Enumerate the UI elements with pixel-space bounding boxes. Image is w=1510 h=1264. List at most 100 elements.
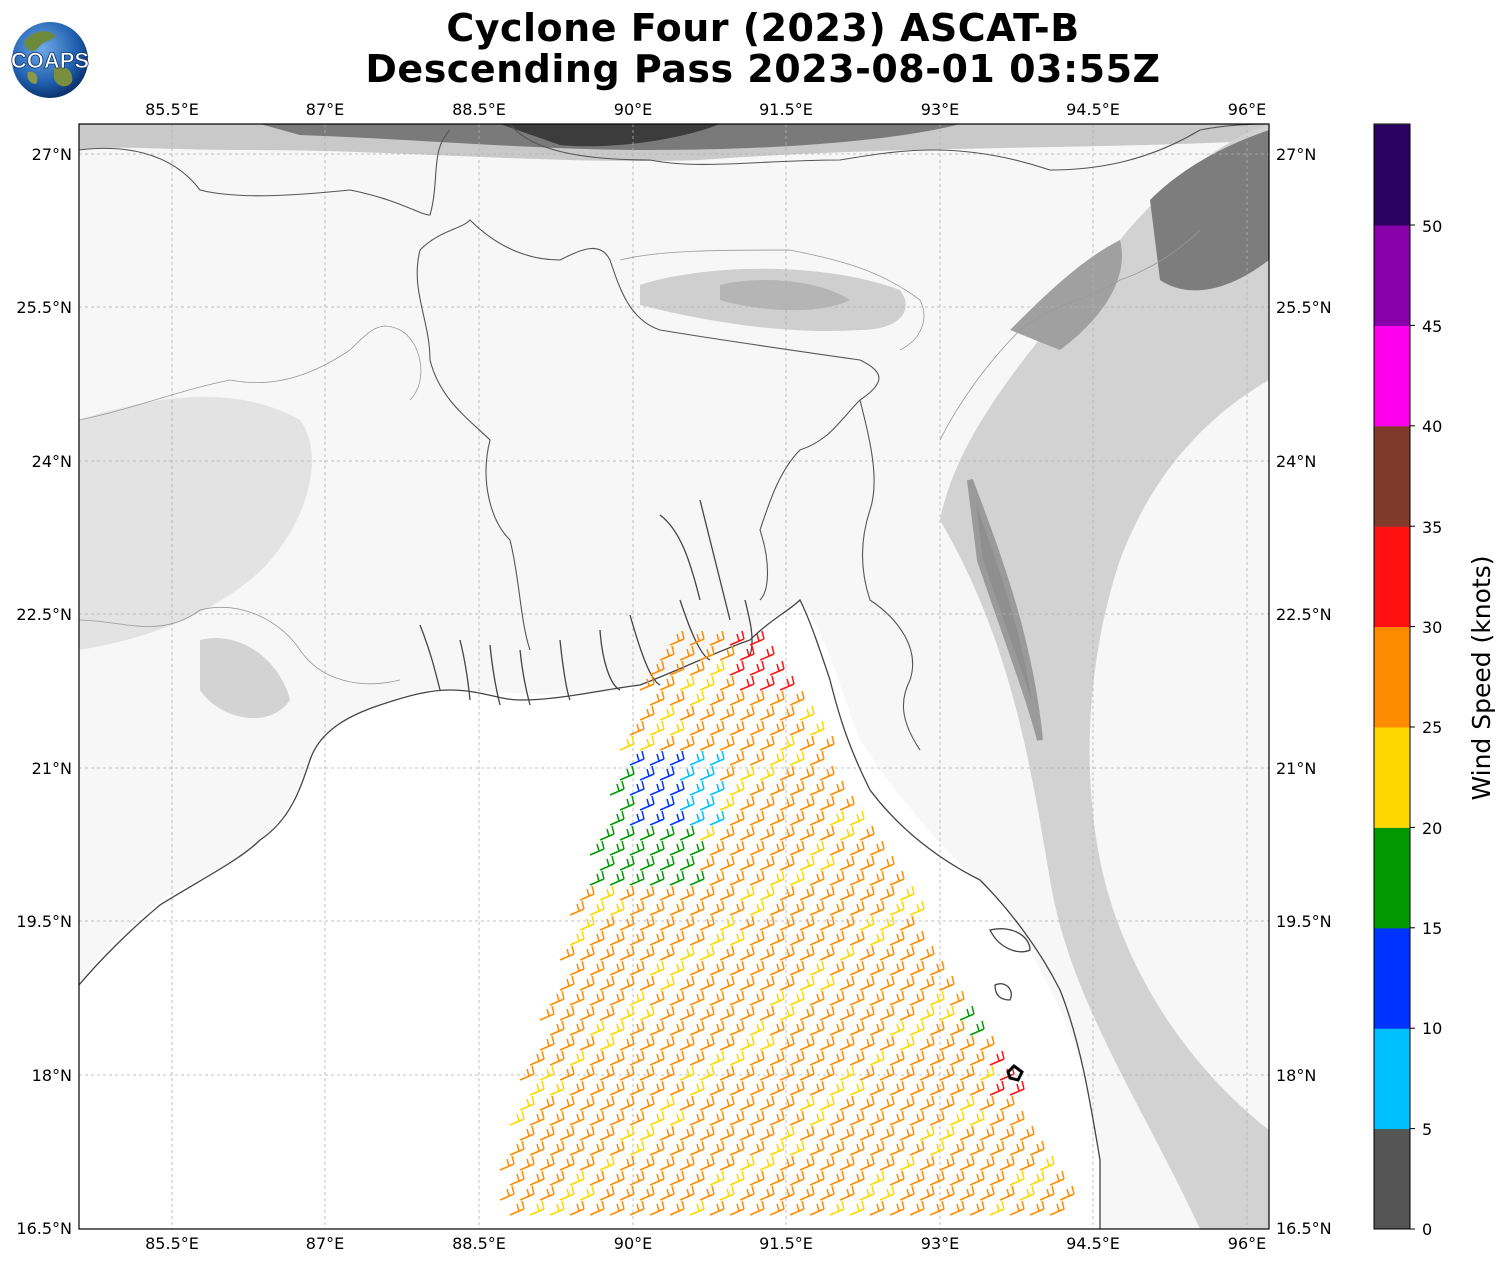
wind-barb — [499, 1185, 515, 1201]
wind-barb — [669, 720, 685, 736]
wind-barb — [619, 945, 635, 961]
wind-barb — [809, 1110, 825, 1126]
wind-barb — [839, 915, 855, 931]
wind-barb — [809, 780, 825, 796]
wind-barb — [759, 1125, 775, 1141]
wind-barb — [609, 1200, 625, 1216]
wind-barb — [579, 1065, 595, 1081]
wind-barb — [749, 930, 765, 946]
coastline — [79, 499, 1101, 1229]
wind-barb — [739, 765, 755, 781]
wind-barb — [949, 1170, 965, 1186]
wind-barb — [729, 1170, 745, 1186]
wind-barb — [729, 720, 745, 736]
wind-barb — [609, 840, 625, 856]
wind-barb — [659, 975, 675, 991]
wind-barb — [939, 975, 955, 991]
wind-barb — [849, 960, 865, 976]
wind-barb — [909, 1140, 925, 1156]
colorbar-bin — [1374, 325, 1410, 427]
wind-barb — [649, 900, 665, 916]
wind-barb — [569, 1170, 585, 1186]
wind-barb — [1009, 1110, 1025, 1126]
wind-barb — [699, 1125, 715, 1141]
wind-barb — [739, 1065, 755, 1081]
wind-barb — [799, 765, 815, 781]
wind-barb — [639, 705, 655, 721]
wind-barb — [649, 660, 665, 676]
wind-barb — [839, 1095, 855, 1111]
wind-barb — [659, 915, 675, 931]
wind-barb — [679, 945, 695, 961]
wind-barb — [759, 1005, 775, 1021]
wind-barb — [559, 945, 575, 961]
wind-barb — [829, 1140, 845, 1156]
wind-barb — [619, 795, 635, 811]
wind-barb — [769, 1020, 785, 1036]
wind-barb — [769, 810, 785, 826]
wind-barb — [779, 855, 795, 871]
wind-barb — [599, 945, 615, 961]
wind-barb — [799, 705, 815, 721]
wind-barb — [849, 1080, 865, 1096]
colorbar-tick: 45 — [1422, 317, 1442, 336]
wind-barb — [849, 1140, 865, 1156]
wind-barb — [769, 1110, 785, 1126]
wind-barb — [979, 1035, 995, 1051]
wind-barb — [689, 1110, 705, 1126]
wind-barb — [729, 1200, 745, 1216]
wind-barb — [799, 1185, 815, 1201]
wind-barb — [959, 1125, 975, 1141]
wind-barb — [819, 795, 835, 811]
wind-barb — [949, 1140, 965, 1156]
wind-barb — [719, 1155, 735, 1171]
wind-barb — [699, 825, 715, 841]
wind-barb — [659, 1125, 675, 1141]
wind-barb — [679, 1065, 695, 1081]
wind-barb — [829, 960, 845, 976]
wind-barb — [759, 1035, 775, 1051]
wind-barb — [819, 1005, 835, 1021]
wind-barb — [859, 855, 875, 871]
wind-barb — [609, 780, 625, 796]
wind-barb — [789, 1200, 805, 1216]
wind-barb — [569, 900, 585, 916]
wind-barb — [679, 855, 695, 871]
lat-tick-left: 24°N — [32, 452, 72, 471]
wind-barb — [919, 1035, 935, 1051]
colorbar-tick: 30 — [1422, 618, 1442, 637]
wind-barb — [739, 975, 755, 991]
wind-barb — [909, 960, 925, 976]
lat-tick-left: 25.5°N — [16, 298, 72, 317]
wind-barb — [709, 720, 725, 736]
wind-barb — [929, 960, 945, 976]
wind-barb — [979, 1095, 995, 1111]
wind-barb — [779, 1035, 795, 1051]
wind-barb — [929, 1020, 945, 1036]
colorbar-bin — [1374, 1128, 1410, 1230]
wind-barb — [579, 1035, 595, 1051]
wind-barb — [589, 930, 605, 946]
wind-barb — [889, 930, 905, 946]
wind-barb — [529, 1170, 545, 1186]
wind-barb — [719, 735, 735, 751]
wind-barb — [609, 810, 625, 826]
wind-barb — [689, 960, 705, 976]
wind-barb — [999, 1185, 1015, 1201]
wind-barb — [829, 990, 845, 1006]
wind-barb — [969, 1140, 985, 1156]
wind-barb — [869, 1020, 885, 1036]
lon-tick-bottom: 96°E — [1228, 1234, 1266, 1253]
wind-barb — [859, 1005, 875, 1021]
wind-barb — [989, 1140, 1005, 1156]
wind-barb — [809, 990, 825, 1006]
lon-tick-bottom: 91.5°E — [759, 1234, 813, 1253]
wind-barb — [739, 795, 755, 811]
wind-barb — [659, 1185, 675, 1201]
wind-barb — [899, 1005, 915, 1021]
wind-barb — [779, 915, 795, 931]
wind-barb — [969, 1200, 985, 1216]
wind-barb — [769, 1200, 785, 1216]
wind-barb — [689, 810, 705, 826]
wind-barb — [759, 855, 775, 871]
